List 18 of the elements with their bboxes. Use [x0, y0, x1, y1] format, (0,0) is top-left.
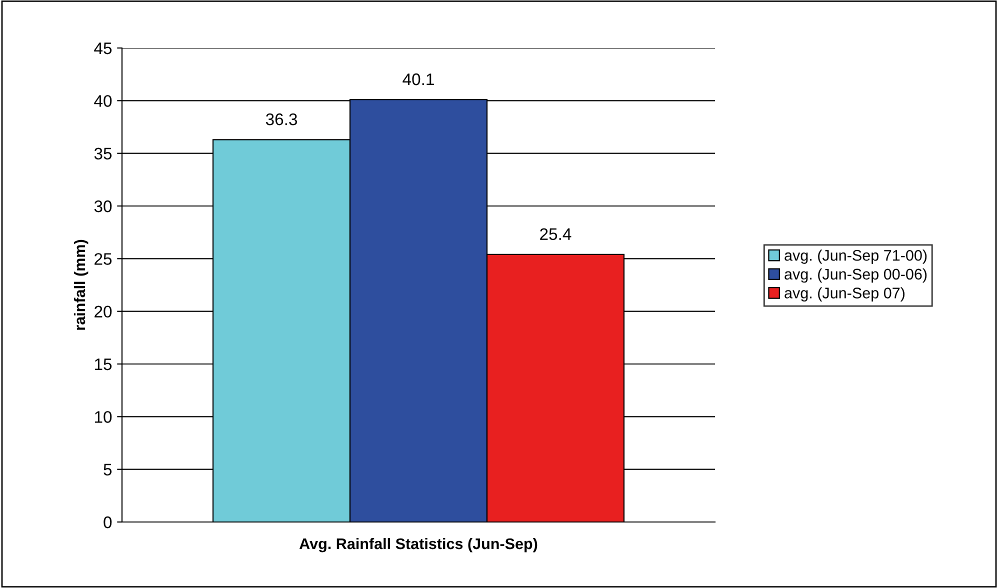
- legend-label: avg. (Jun-Sep 07): [784, 287, 904, 302]
- y-tick-label: 25: [94, 253, 112, 265]
- y-tick-label: 15: [95, 358, 112, 370]
- data-label: 25.4: [540, 228, 572, 240]
- y-tick-label: 45: [94, 42, 112, 54]
- y-tick-label: 10: [95, 411, 112, 423]
- y-axis-title: rainfall (mm): [74, 240, 88, 330]
- y-tick-label: 20: [94, 306, 112, 318]
- y-tick-label: 5: [104, 464, 112, 476]
- y-tick-label: 35: [94, 148, 112, 160]
- y-tick-label: 40: [94, 95, 112, 107]
- legend-label: avg. (Jun-Sep 71-00): [784, 250, 927, 264]
- y-tick-label: 0: [104, 516, 112, 528]
- x-axis-title: Avg. Rainfall Statistics (Jun-Sep): [299, 538, 538, 552]
- legend-label: avg. (Jun-Sep 00-06): [784, 268, 927, 283]
- y-tick-label: 30: [94, 200, 112, 212]
- data-label: 36.3: [266, 113, 298, 126]
- data-label: 40.1: [402, 73, 434, 86]
